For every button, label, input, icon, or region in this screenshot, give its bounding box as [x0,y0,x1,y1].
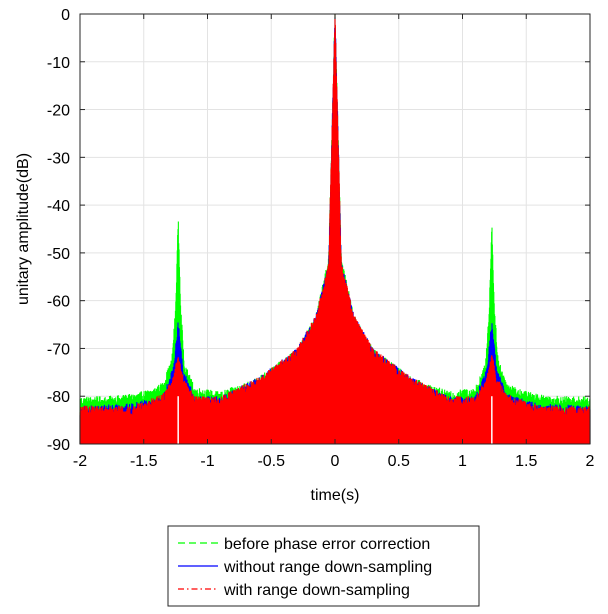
legend-label-1: without range down-sampling [223,559,432,576]
y-axis-label: unitary amplitude(dB) [15,153,32,305]
x-tick-label: 1.5 [515,453,537,470]
axes [79,13,591,445]
x-tick-label: -1 [200,453,214,470]
y-tick-label: -90 [47,437,70,454]
tick-labels: -2 -1.5 -1 -0.5 0 0.5 1 1.5 2 0 -10 -20 -30 -40 -50 -60… [47,7,595,470]
legend: before phase error correction without ran… [167,525,480,607]
y-tick-label: -10 [47,55,70,72]
y-tick-label: 0 [61,7,70,24]
y-tick-label: -40 [47,198,70,215]
y-tick-label: -80 [47,389,70,406]
x-tick-label: 1 [458,453,467,470]
y-tick-label: -60 [47,294,70,311]
x-tick-label: -0.5 [257,453,285,470]
y-tick-label: -50 [47,246,70,263]
legend-box [167,525,480,607]
x-tick-label: 2 [586,453,595,470]
legend-label-2: with range down-sampling [223,582,410,599]
x-tick-label: -1.5 [130,453,158,470]
series-layer [79,13,591,445]
x-tick-label: -2 [73,453,87,470]
y-tick-label: -70 [47,341,70,358]
x-axis-label: time(s) [311,487,360,504]
y-tick-label: -20 [47,103,70,120]
y-tick-label: -30 [47,150,70,167]
legend-label-0: before phase error correction [224,536,430,553]
x-tick-label: 0 [331,453,340,470]
x-tick-label: 0.5 [388,453,410,470]
series-trace-2 [79,13,591,445]
